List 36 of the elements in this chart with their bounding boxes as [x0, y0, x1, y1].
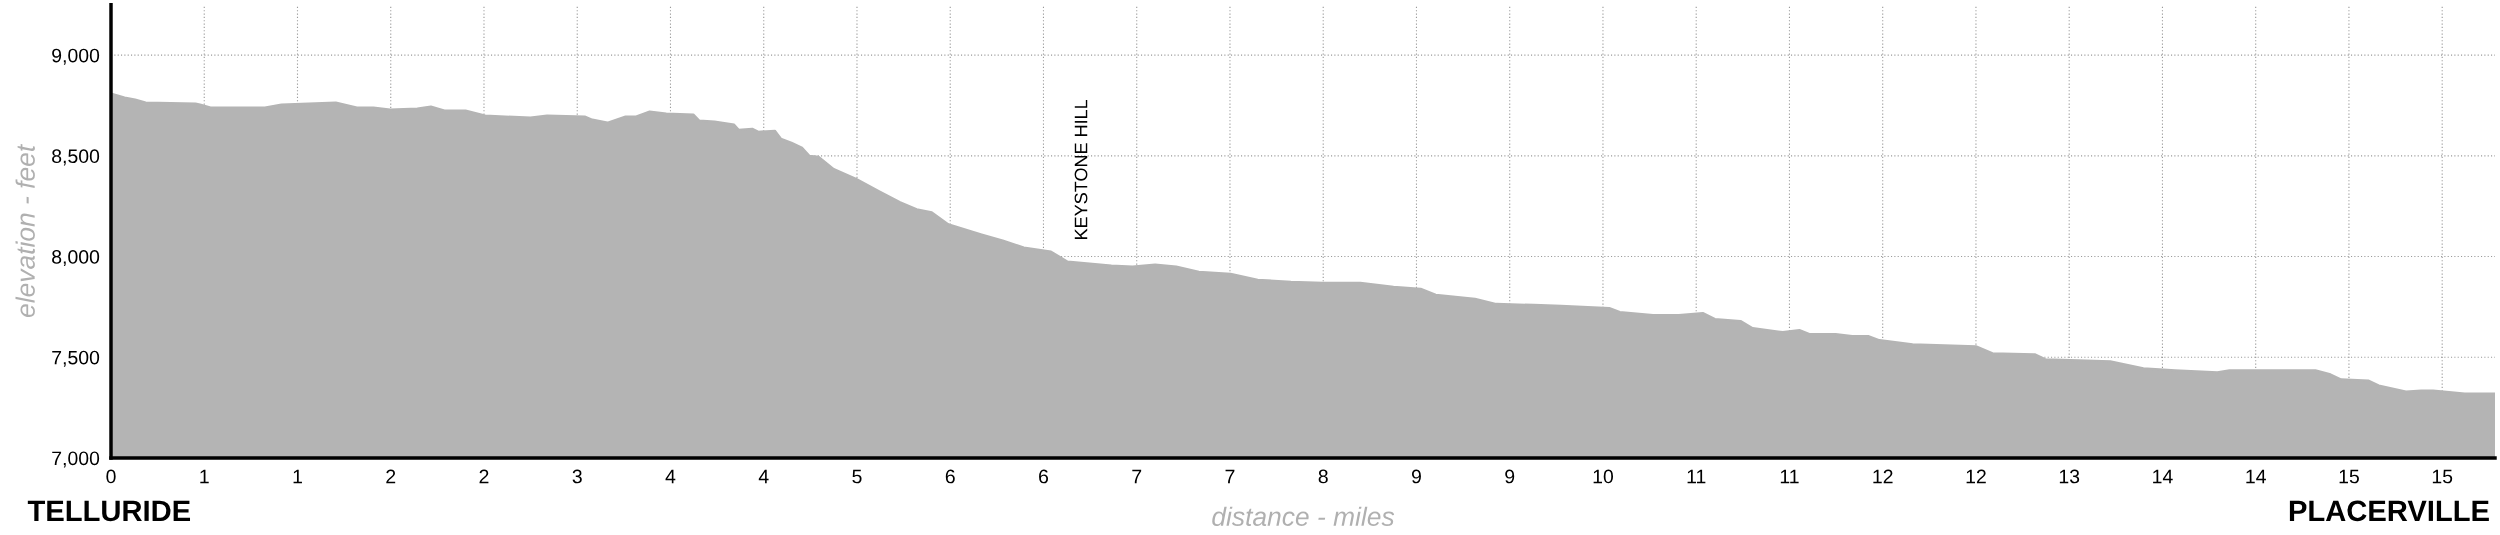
x-tick-label: 3: [572, 469, 582, 484]
y-tick-label: 8,500: [52, 149, 100, 166]
y-tick-label: 9,000: [52, 48, 100, 65]
x-tick-label: 6: [1039, 469, 1049, 484]
y-tick-label: 7,000: [52, 451, 100, 468]
x-tick-label: 4: [665, 469, 676, 484]
annotation: KEYSTONE HILL: [1074, 99, 1088, 239]
x-tick-label: 15: [2339, 469, 2359, 484]
x-tick-label: 11: [1780, 469, 1799, 484]
y-tick-label: 8,000: [52, 250, 100, 267]
x-tick-label: 15: [2432, 469, 2453, 484]
x-tick-label: 11: [1687, 469, 1706, 484]
x-tick-label: 9: [1505, 469, 1515, 484]
x-axis-title: distance - miles: [1212, 506, 1395, 527]
x-tick-label: 10: [1593, 469, 1614, 484]
x-tick-label: 0: [106, 469, 116, 484]
x-tick-label: 7: [1225, 469, 1235, 484]
x-tick-label: 1: [293, 469, 302, 484]
text: TELLURIDE: [27, 500, 191, 522]
x-tick-label: 8: [1318, 469, 1328, 484]
x-tick-label: 7: [1132, 469, 1142, 484]
x-tick-label: 13: [2059, 469, 2080, 484]
x-tick-label: 12: [1966, 469, 1986, 484]
x-tick-label: 14: [2153, 469, 2173, 484]
x-tick-label: 14: [2246, 469, 2266, 484]
x-tick-label: 12: [1873, 469, 1893, 484]
x-tick-label: 2: [386, 469, 396, 484]
y-axis-title: elevation - feet: [15, 143, 35, 318]
y-tick-label: 7,500: [52, 350, 100, 367]
x-tick-label: 2: [479, 469, 489, 484]
x-tick-label: 4: [758, 469, 769, 484]
x-tick-label: 5: [852, 469, 862, 484]
text: PLACERVILLE: [2289, 500, 2489, 522]
x-tick-label: 1: [200, 469, 209, 484]
x-tick-label: 6: [945, 469, 955, 484]
x-tick-label: 9: [1411, 469, 1421, 484]
